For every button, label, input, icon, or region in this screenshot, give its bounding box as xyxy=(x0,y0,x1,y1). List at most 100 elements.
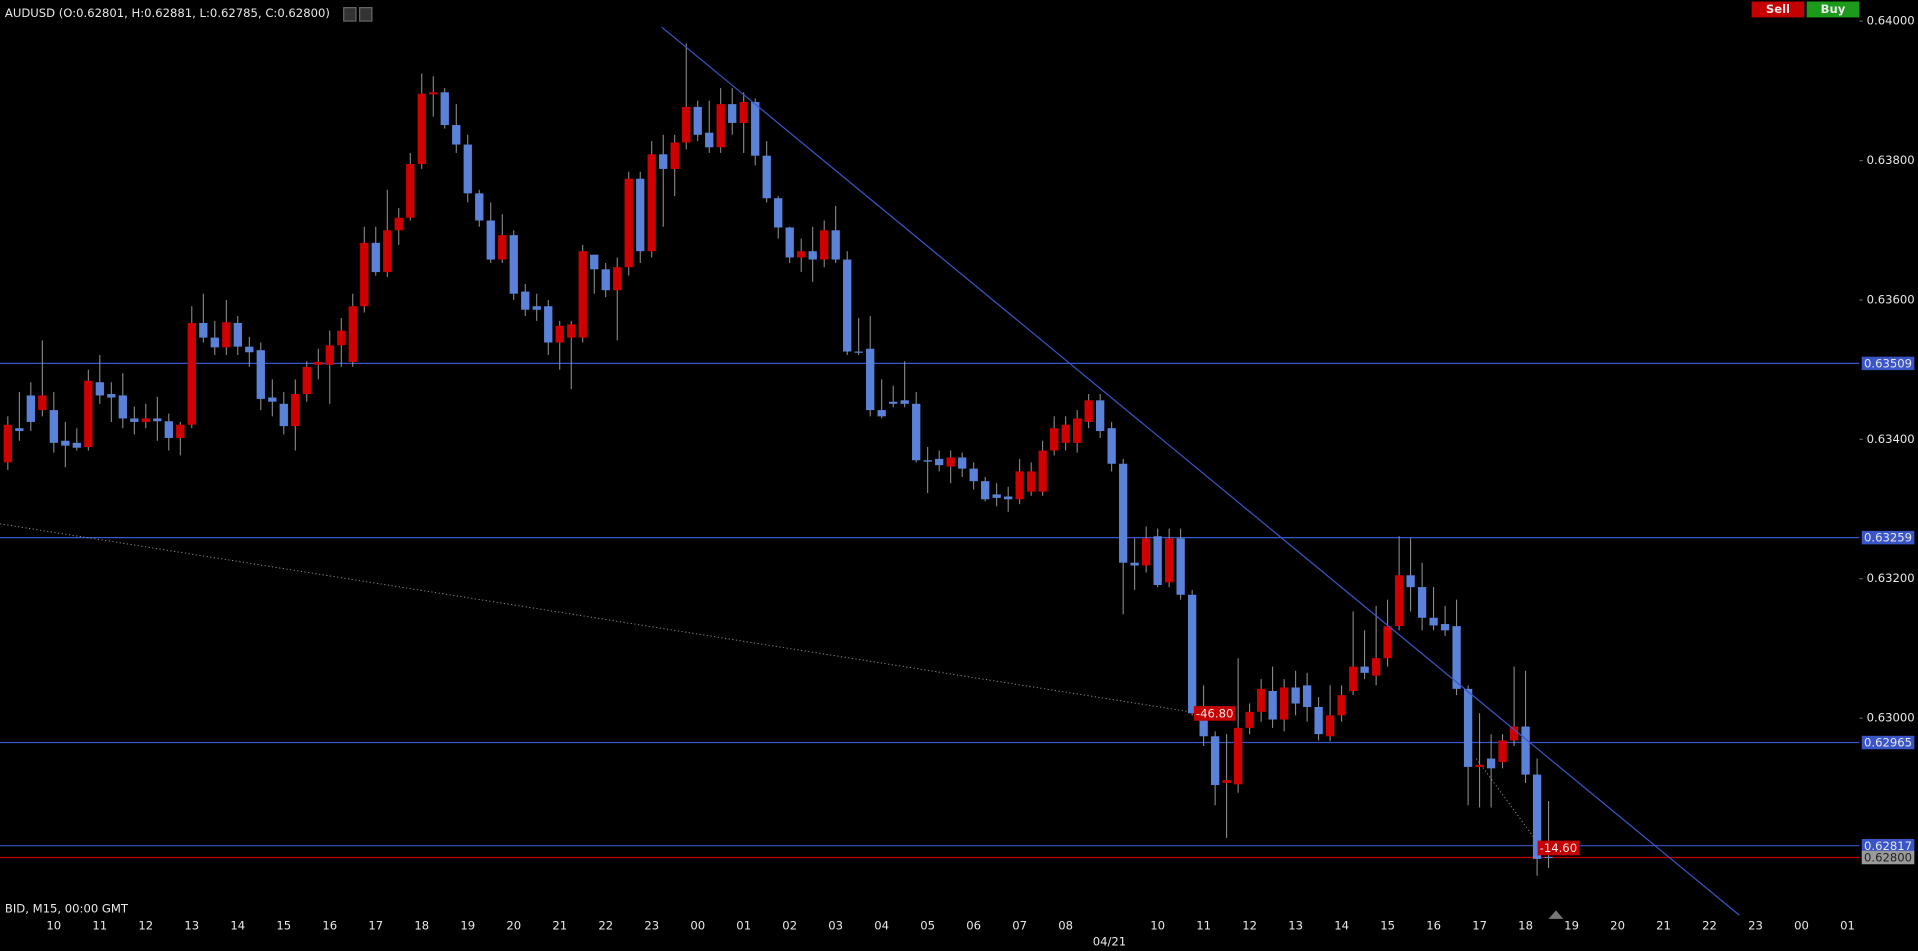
candle-body xyxy=(578,251,587,338)
candle-body xyxy=(981,481,990,500)
candle-body xyxy=(1015,471,1024,500)
x-tick-label: 12 xyxy=(1242,919,1257,933)
candle-body xyxy=(463,144,472,194)
candle-body xyxy=(1383,626,1392,659)
candle-body xyxy=(1256,688,1266,712)
candle-body xyxy=(1429,617,1438,626)
buy-button-label[interactable]: Buy xyxy=(1821,2,1846,16)
x-tick-label: 13 xyxy=(184,919,199,933)
candle-body xyxy=(1004,496,1013,500)
candle-body xyxy=(417,93,426,165)
candle-body xyxy=(38,395,47,411)
candle-body xyxy=(1107,428,1116,464)
candle-body xyxy=(521,291,530,310)
x-tick-label: 11 xyxy=(1196,919,1211,933)
candle-body xyxy=(1130,562,1139,566)
candle-body xyxy=(1245,711,1254,728)
candle-body xyxy=(647,154,656,252)
candle-body xyxy=(187,322,196,425)
candle-body xyxy=(900,400,909,404)
candle-body xyxy=(705,132,714,148)
candle-body xyxy=(1325,715,1335,737)
candle-body xyxy=(992,494,1001,498)
candle-body xyxy=(590,254,599,270)
candle-body xyxy=(877,410,886,417)
candle-body xyxy=(1337,695,1346,716)
candle-body xyxy=(923,460,932,462)
icon[interactable] xyxy=(343,7,357,22)
candle-body xyxy=(751,102,760,156)
candle-body xyxy=(693,106,702,135)
x-tick-label: 01 xyxy=(1840,919,1855,933)
x-tick-label: 20 xyxy=(1610,919,1625,933)
candle-body xyxy=(1187,594,1197,714)
candle-body xyxy=(1302,685,1312,707)
candle-body xyxy=(118,395,127,419)
candle-body xyxy=(601,269,610,291)
x-tick-label: 05 xyxy=(920,919,935,933)
candle-body xyxy=(889,401,898,404)
candle-body xyxy=(1268,690,1277,720)
x-tick-label: 22 xyxy=(1702,919,1717,933)
candle-body xyxy=(1394,575,1404,627)
x-tick-label: 19 xyxy=(1564,919,1579,933)
x-tick-label: 14 xyxy=(1334,919,1349,933)
footer-label: BID, M15, 00:00 GMT xyxy=(5,902,129,916)
candle-body xyxy=(1027,471,1036,492)
candle-body xyxy=(728,104,737,123)
candle-body xyxy=(843,259,852,352)
level-label-box xyxy=(1861,850,1915,865)
candle-body xyxy=(1279,687,1289,720)
candle-body xyxy=(555,325,564,343)
scroll-marker[interactable] xyxy=(1548,910,1564,919)
candle-body xyxy=(1348,666,1358,691)
sell-button-label[interactable]: Sell xyxy=(1766,2,1790,16)
x-tick-label: 11 xyxy=(92,919,107,933)
candle-body xyxy=(210,337,219,348)
y-tick-label: 0.63800 xyxy=(1867,153,1915,167)
candle-body xyxy=(1417,587,1427,618)
candle-body xyxy=(383,230,392,273)
candle-body xyxy=(233,322,242,347)
candle-body xyxy=(1210,736,1220,786)
candle-body xyxy=(1475,764,1484,767)
x-tick-label: 18 xyxy=(1518,919,1533,933)
candle-body xyxy=(1463,688,1473,767)
x-tick-label: 16 xyxy=(322,919,337,933)
sell-button[interactable] xyxy=(1751,1,1805,18)
candle-body xyxy=(774,198,783,228)
level-label: 0.62800 xyxy=(1864,851,1912,865)
level-label: 0.63509 xyxy=(1864,357,1912,371)
x-tick-label: 12 xyxy=(138,919,153,933)
candle-body xyxy=(222,322,231,348)
level-label-box xyxy=(1861,838,1915,853)
candle-body xyxy=(325,345,334,365)
dotted-trendline xyxy=(0,523,1193,713)
candle-body xyxy=(3,424,12,463)
x-tick-label: 15 xyxy=(1380,919,1395,933)
chart-title: AUDUSD (O:0.62801, H:0.62881, L:0.62785,… xyxy=(5,6,330,20)
candle-body xyxy=(912,403,921,461)
candle-body xyxy=(544,306,553,343)
candle-body xyxy=(670,142,679,169)
candle-body xyxy=(820,230,829,260)
buy-button[interactable] xyxy=(1806,1,1860,18)
candle-body xyxy=(1406,575,1415,588)
x-tick-label: 20 xyxy=(506,919,521,933)
candle-body xyxy=(1176,538,1185,595)
candle-body xyxy=(164,421,173,438)
candle-body xyxy=(1486,758,1496,769)
icon[interactable] xyxy=(359,7,373,22)
y-tick-label: 0.63000 xyxy=(1867,711,1915,725)
candle-body xyxy=(1314,706,1323,735)
candle-body xyxy=(245,346,254,353)
order-label-box xyxy=(1193,706,1236,721)
candle-body xyxy=(440,92,449,126)
candle-body xyxy=(95,382,104,396)
x-tick-label: 07 xyxy=(1012,919,1027,933)
candle-body xyxy=(797,251,806,258)
candle-body xyxy=(279,403,288,427)
x-tick-label: 01 xyxy=(736,919,751,933)
